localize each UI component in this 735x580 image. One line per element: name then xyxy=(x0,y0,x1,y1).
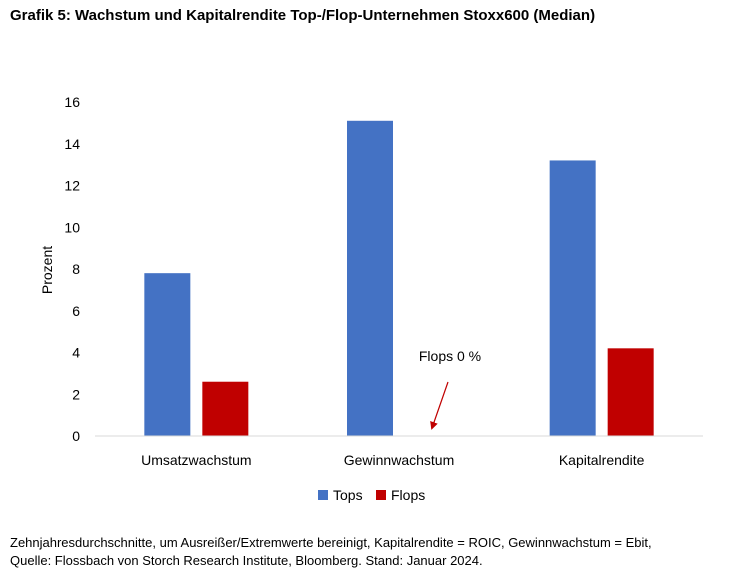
footnote-line-1: Zehnjahresdurchschnitte, um Ausreißer/Ex… xyxy=(10,535,652,550)
footnote-line-2: Quelle: Flossbach von Storch Research In… xyxy=(10,553,483,568)
y-tick-label: 12 xyxy=(64,178,80,194)
y-tick-label: 10 xyxy=(64,219,80,235)
legend-swatch-tops xyxy=(318,490,328,500)
bars xyxy=(144,120,654,436)
legend: Tops Flops xyxy=(318,487,425,503)
y-tick-label: 16 xyxy=(64,94,80,110)
legend-label-flops: Flops xyxy=(391,487,425,503)
bar-flops-umsatzwachstum xyxy=(202,381,249,436)
annotation-label: Flops 0 % xyxy=(419,348,481,364)
bar-tops-umsatzwachstum xyxy=(144,273,191,436)
bar-tops-kapitalrendite xyxy=(549,160,596,436)
legend-label-tops: Tops xyxy=(333,487,363,503)
x-tick-label: Gewinnwachstum xyxy=(344,452,455,468)
y-tick-label: 4 xyxy=(72,345,80,361)
annotation: Flops 0 % xyxy=(419,348,481,430)
x-axis: Umsatzwachstum Gewinnwachstum Kapitalrendi… xyxy=(95,435,703,468)
y-tick-label: 0 xyxy=(72,428,80,444)
y-tick-label: 2 xyxy=(72,386,80,402)
y-axis-label: Prozent xyxy=(39,246,55,294)
x-tick-label: Umsatzwachstum xyxy=(141,452,251,468)
y-tick-label: 8 xyxy=(72,261,80,277)
bar-chart: 0 2 4 6 8 10 12 14 16 Umsatzwachstum Gewinnwachst… xyxy=(39,94,703,503)
x-tick-label: Kapitalrendite xyxy=(559,452,645,468)
y-tick-label: 6 xyxy=(72,303,80,319)
chart-title: Grafik 5: Wachstum und Kapitalrendite To… xyxy=(10,7,596,24)
y-axis: 0 2 4 6 8 10 12 14 16 xyxy=(64,94,80,444)
bar-tops-gewinnwachstum xyxy=(347,120,393,436)
y-tick-label: 14 xyxy=(64,136,80,152)
footnote: Zehnjahresdurchschnitte, um Ausreißer/Ex… xyxy=(10,534,652,570)
bar-flops-kapitalrendite xyxy=(607,348,654,436)
annotation-arrow xyxy=(430,381,449,430)
legend-swatch-flops xyxy=(376,490,386,500)
